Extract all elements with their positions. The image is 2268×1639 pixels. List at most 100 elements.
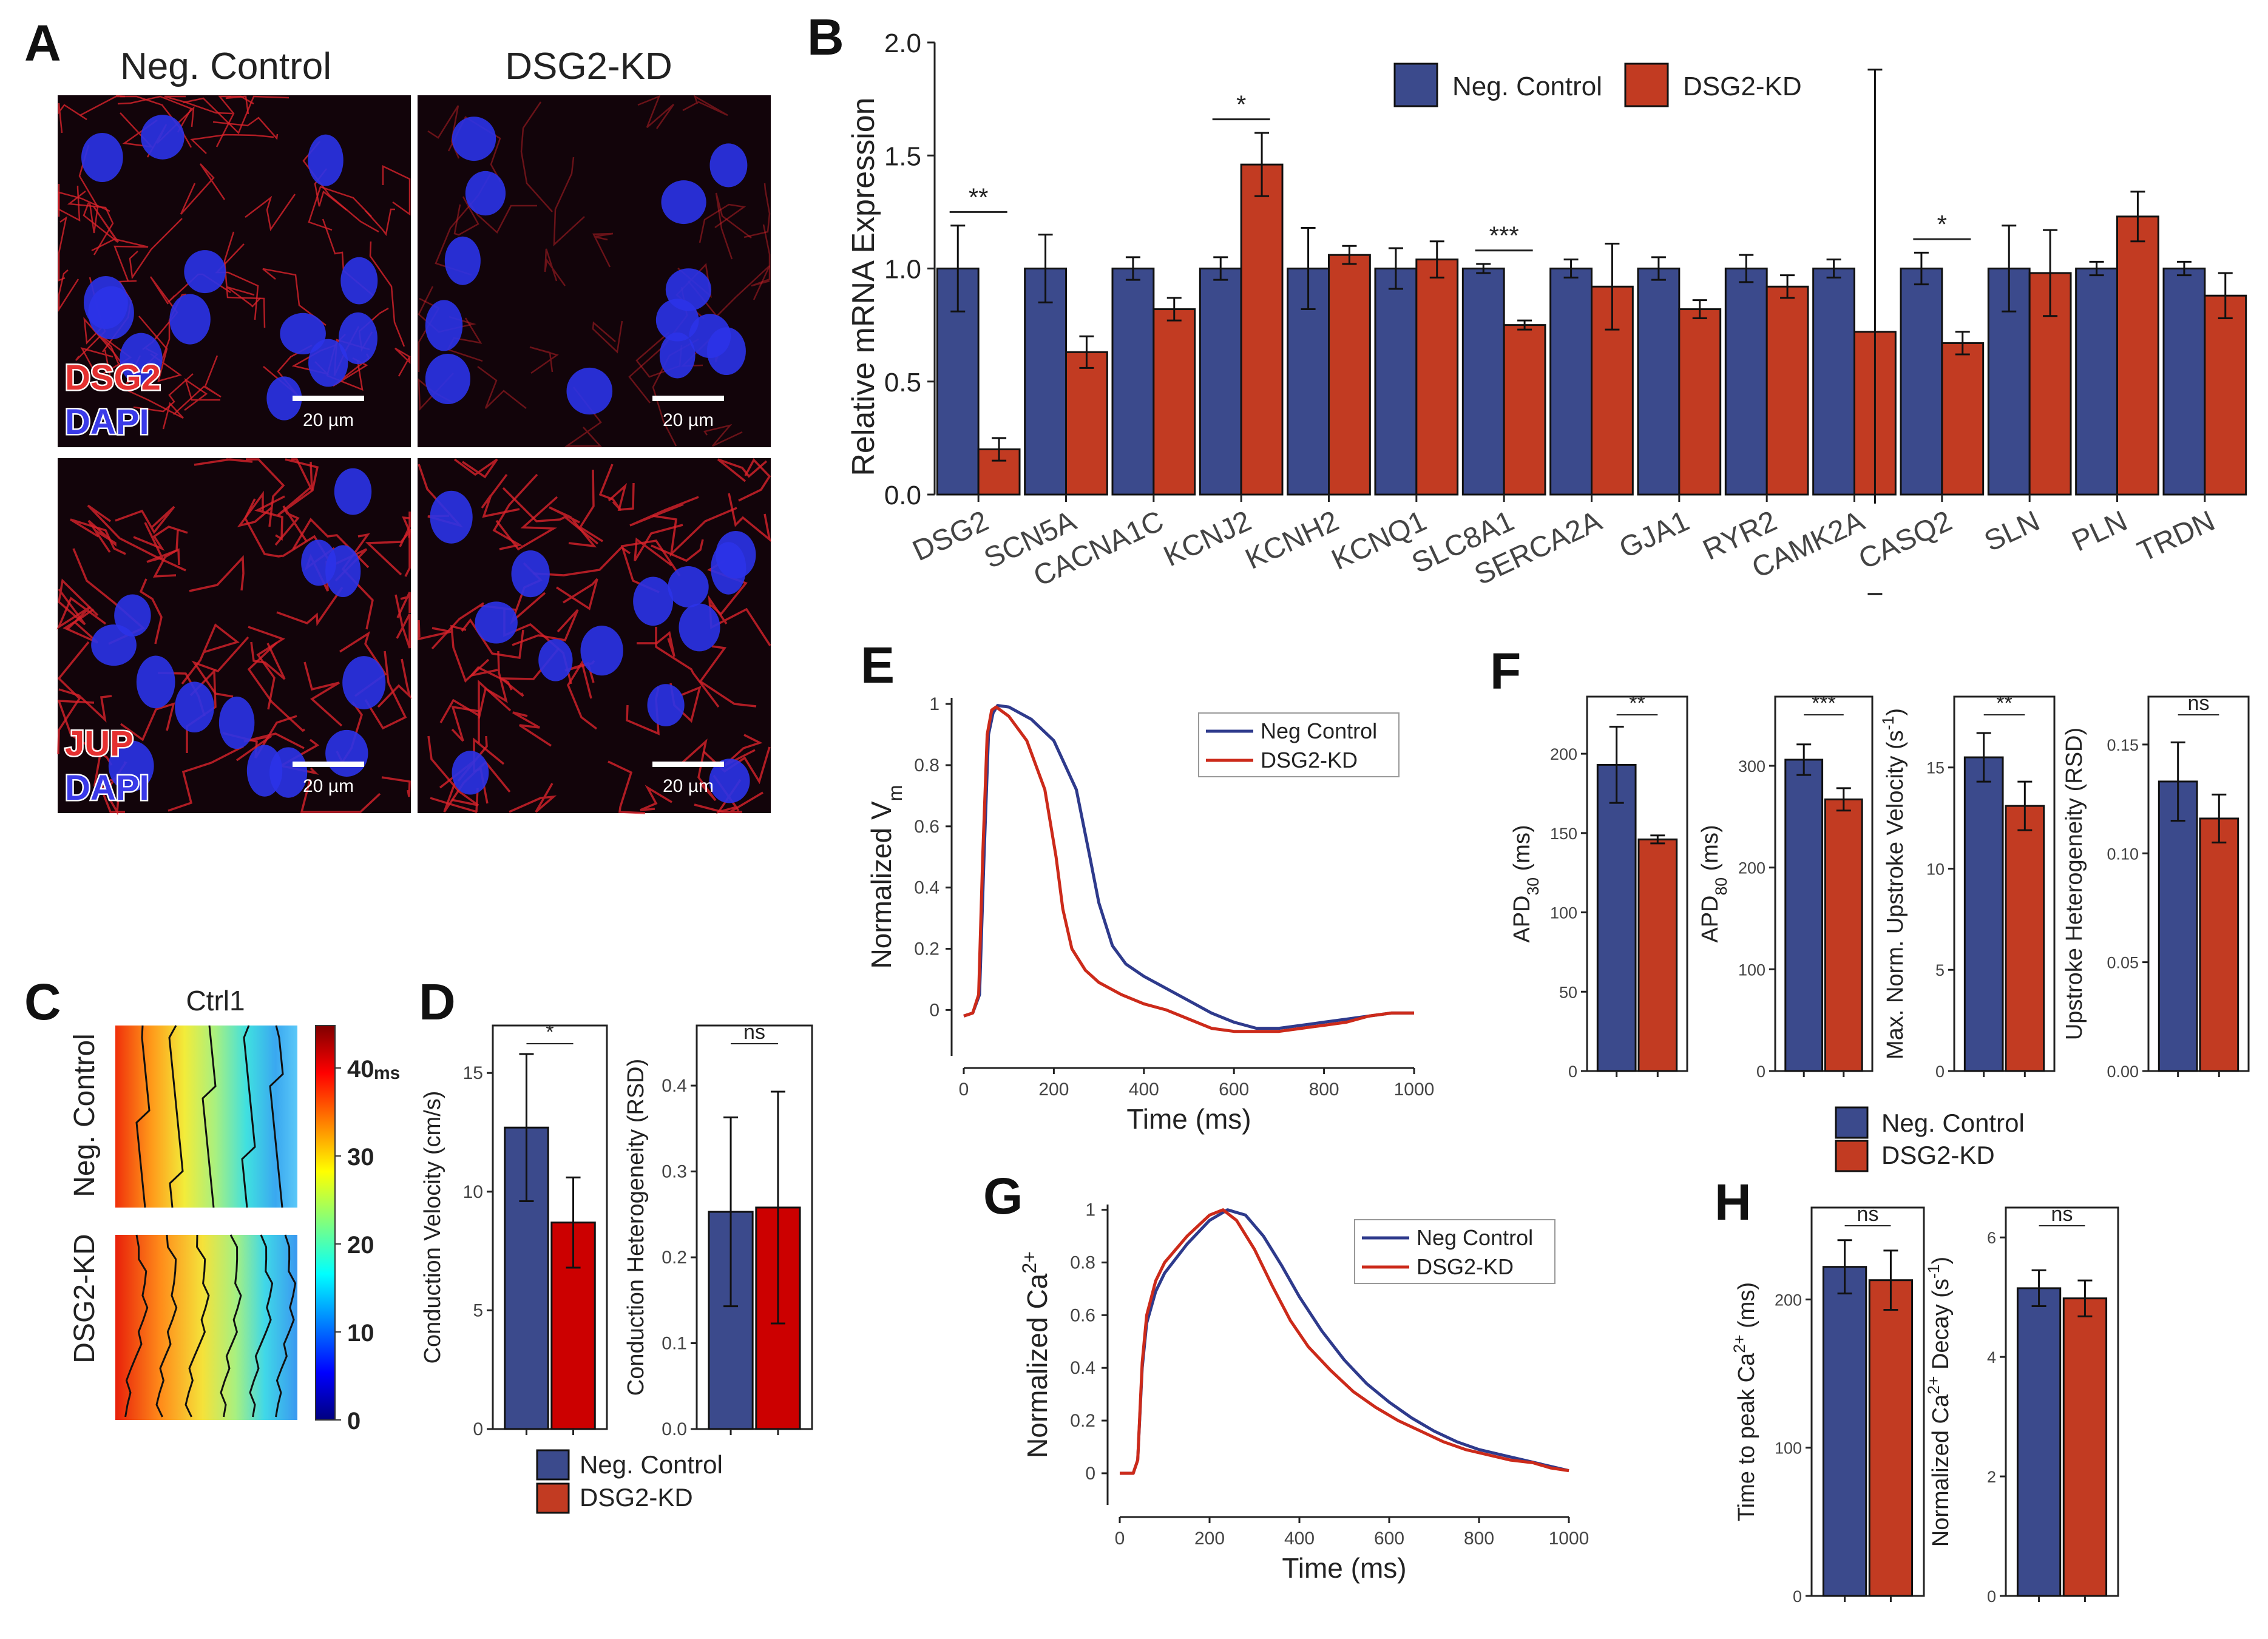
membrane-stain — [274, 505, 308, 546]
y-tick-label: 0 — [1987, 1587, 1996, 1606]
micrograph-grid: 20 µm DSG2 DAPI 20 µm 20 µm JUP DAPI 20 µm — [56, 95, 771, 816]
y-axis-label: Conduction Velocity (cm/s) — [420, 1091, 445, 1364]
y-tick-label: 200 — [1775, 1291, 1802, 1309]
nucleus — [706, 327, 746, 375]
bar — [1812, 268, 1855, 496]
legend-F: Neg. Control DSG2-KD — [1835, 1106, 2025, 1172]
y-axis-label: APD30 (ms) — [1509, 825, 1542, 942]
membrane-stain — [245, 194, 296, 232]
series-line — [1120, 1208, 1569, 1475]
legend-label-control: Neg. Control — [1452, 72, 1602, 101]
membrane-stain — [637, 95, 675, 129]
membrane-stain — [194, 458, 253, 466]
membrane-stain — [430, 788, 479, 813]
col-title-kd: DSG2-KD — [505, 46, 672, 87]
colorbar-tick-label: 30 — [347, 1144, 374, 1171]
nucleus — [538, 639, 573, 681]
membrane-stain — [743, 183, 771, 238]
membrane-stain — [399, 512, 411, 547]
y-tick-label: 0.0 — [884, 481, 921, 510]
nucleus — [475, 601, 518, 644]
membrane-stain — [87, 504, 186, 572]
nucleus — [709, 143, 748, 188]
series-line — [963, 705, 1414, 1033]
membrane-stain — [556, 578, 598, 610]
membrane-stain — [717, 458, 768, 482]
membrane-stain — [138, 316, 182, 382]
bar — [1199, 268, 1242, 496]
nucleus — [114, 594, 151, 637]
y-axis-label: Max. Norm. Upstroke Velocity (s-1) — [1879, 708, 1908, 1059]
nucleus — [444, 236, 481, 285]
y-tick-label: 0 — [1085, 1464, 1095, 1484]
series-line — [963, 704, 1414, 1030]
sig-label: * — [1937, 210, 1947, 238]
chart-E: 0 0.2 0.4 0.6 0.8 1 0 200 400 600 800 1000 Time (ms)… — [865, 694, 1434, 1135]
y-tick-label: 15 — [1926, 759, 1945, 777]
legend-label-kd: DSG2-KD — [1417, 1254, 1514, 1279]
y-axis-label: Time to peak Ca2+ (ms) — [1730, 1282, 1759, 1521]
membrane-stain — [481, 473, 520, 518]
legend-label-kd: DSG2-KD — [580, 1483, 693, 1512]
x-tick-label: 600 — [1219, 1080, 1249, 1100]
membrane-stain — [168, 745, 244, 812]
membrane-stain — [276, 587, 344, 627]
nucleus — [338, 312, 377, 365]
membrane-stain — [544, 248, 566, 286]
y-tick-label: 100 — [1775, 1439, 1802, 1458]
micrograph-panel: 20 µm JUP DAPI — [56, 458, 412, 816]
nucleus — [120, 333, 163, 385]
nucleus — [452, 117, 496, 161]
nucleus — [325, 729, 368, 777]
y-tick-label: 100 — [1738, 961, 1765, 979]
membrane-stain — [57, 700, 113, 766]
sig-label: ** — [969, 183, 989, 211]
membrane-stain — [58, 688, 112, 723]
membrane-stain — [250, 641, 286, 680]
legend-swatch-control — [1393, 63, 1438, 107]
bar — [1065, 351, 1108, 496]
membrane-stain — [83, 202, 120, 243]
membrane-stain — [453, 458, 498, 479]
y-tick-label: 0 — [1568, 1063, 1577, 1081]
category-label: SLN — [1980, 505, 2045, 558]
sig-label: * — [1236, 90, 1246, 119]
membrane-stain — [129, 218, 183, 280]
legend-swatch-kd — [1624, 63, 1669, 107]
panel-label-H: H — [1715, 1174, 1752, 1231]
bar — [2116, 215, 2159, 496]
bar — [1900, 268, 1943, 496]
category-label: PLN — [2067, 505, 2132, 558]
membrane-stain — [183, 95, 289, 135]
bar — [1637, 838, 1678, 1072]
x-tick-label: 400 — [1284, 1529, 1315, 1549]
membrane-stain — [529, 346, 559, 374]
membrane-stain — [244, 498, 283, 558]
y-tick-label: 0.0 — [662, 1419, 687, 1439]
membrane-stain — [58, 216, 67, 282]
heatmap-control — [115, 1026, 297, 1208]
legend-D: Neg. Control DSG2-KD — [536, 1449, 723, 1514]
sig-label: ns — [743, 1021, 765, 1044]
nucleus — [661, 180, 706, 225]
membrane-stain — [418, 297, 440, 372]
y-tick-label: 0.15 — [2107, 736, 2139, 754]
membrane-stain — [652, 507, 737, 557]
y-tick-label: 0.4 — [914, 878, 939, 898]
nucleus — [679, 603, 720, 652]
legend-label-control: Neg. Control — [580, 1450, 723, 1479]
membrane-stain — [418, 620, 452, 641]
isochrone-lines — [124, 1025, 297, 1418]
bar — [2075, 268, 2118, 496]
membrane-stain — [215, 243, 259, 320]
stain-label-blue: DAPI — [65, 402, 149, 442]
x-tick-label: 400 — [1129, 1080, 1159, 1100]
colorbar — [315, 1025, 336, 1421]
legend-label-control: Neg Control — [1417, 1225, 1533, 1250]
nucleus — [91, 624, 137, 666]
y-tick-label: 10 — [463, 1182, 483, 1202]
x-tick-label: 0 — [1115, 1529, 1125, 1549]
membrane-stain — [139, 578, 163, 644]
nucleus — [425, 353, 471, 405]
